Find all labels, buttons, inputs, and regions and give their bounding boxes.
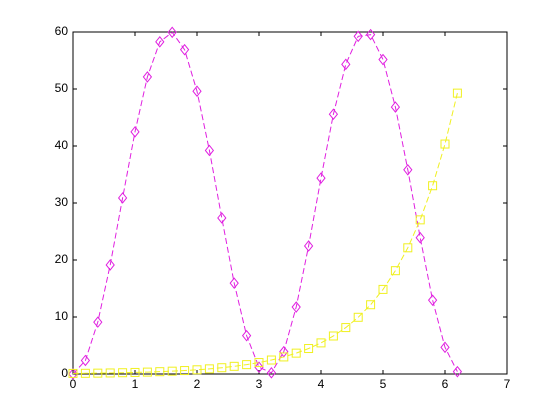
square-marker [440, 139, 450, 149]
diamond-marker [192, 85, 202, 98]
x-tick-label: 2 [194, 377, 201, 391]
square-marker [142, 367, 152, 377]
square-marker [304, 344, 314, 354]
square-marker [118, 368, 128, 378]
diamond-marker [93, 316, 103, 328]
square-marker [130, 367, 140, 377]
diamond-marker [452, 365, 463, 378]
square-marker [192, 365, 202, 375]
series-line [72, 31, 458, 375]
diamond-marker [105, 259, 115, 271]
square-marker [428, 181, 438, 191]
diamond-marker [130, 126, 140, 138]
y-tick-label: 10 [55, 309, 69, 323]
diamond-marker [415, 231, 425, 244]
diamond-marker [241, 329, 252, 342]
diamond-marker [341, 58, 351, 71]
square-marker [316, 338, 326, 348]
y-tick-label: 60 [55, 24, 69, 38]
square-marker [266, 355, 276, 365]
diamond-marker [68, 368, 78, 380]
series-line [72, 93, 458, 374]
diamond-marker [353, 30, 363, 43]
x-tick-label: 1 [132, 377, 139, 391]
square-marker [217, 363, 227, 373]
square-marker [378, 284, 388, 294]
diamond-marker [167, 26, 177, 39]
x-tick-label: 0 [70, 377, 77, 391]
diamond-marker [179, 43, 190, 56]
diamond-marker [142, 71, 153, 83]
square-marker [242, 360, 252, 370]
diamond-marker [291, 301, 301, 313]
square-marker [155, 367, 165, 377]
square-marker [279, 352, 289, 362]
square-marker [452, 88, 462, 98]
square-marker [105, 368, 115, 378]
square-marker [229, 361, 239, 371]
y-tick-label: 30 [55, 195, 69, 209]
axes-box [72, 31, 508, 375]
y-tick-label: 20 [55, 252, 69, 266]
diamond-marker [117, 192, 128, 204]
diamond-marker [229, 277, 239, 289]
y-tick-label: 40 [55, 138, 69, 152]
diamond-marker [254, 361, 264, 374]
y-tick-label: 50 [55, 81, 69, 95]
square-marker [254, 358, 264, 368]
square-marker [180, 366, 190, 376]
diamond-marker [316, 172, 326, 184]
square-marker [167, 366, 177, 376]
diamond-marker [303, 240, 314, 252]
square-marker [390, 266, 400, 276]
square-marker [291, 348, 301, 358]
square-marker [366, 300, 376, 310]
diamond-marker [390, 101, 401, 113]
diamond-marker [365, 28, 376, 41]
diamond-marker [403, 163, 413, 176]
diamond-marker [427, 294, 438, 306]
x-tick-label: 5 [380, 377, 387, 391]
diamond-marker [155, 36, 165, 48]
square-marker [80, 368, 90, 378]
diamond-marker [217, 212, 227, 224]
y-tick-label: 0 [61, 366, 68, 380]
x-tick-label: 4 [318, 377, 325, 391]
square-marker [204, 364, 214, 374]
diamond-marker [266, 367, 277, 379]
square-marker [68, 368, 78, 378]
diamond-marker [328, 108, 339, 120]
square-marker [328, 331, 338, 341]
x-tick-label: 6 [442, 377, 449, 391]
square-marker [403, 243, 413, 253]
square-marker [353, 312, 363, 322]
square-marker [415, 215, 425, 225]
diamond-marker [378, 53, 388, 66]
x-tick-label: 7 [504, 377, 511, 391]
square-marker [341, 323, 351, 333]
diamond-marker [80, 354, 91, 367]
diamond-marker [440, 341, 450, 354]
square-marker [93, 368, 103, 378]
x-tick-label: 3 [256, 377, 263, 391]
diamond-marker [204, 144, 215, 157]
